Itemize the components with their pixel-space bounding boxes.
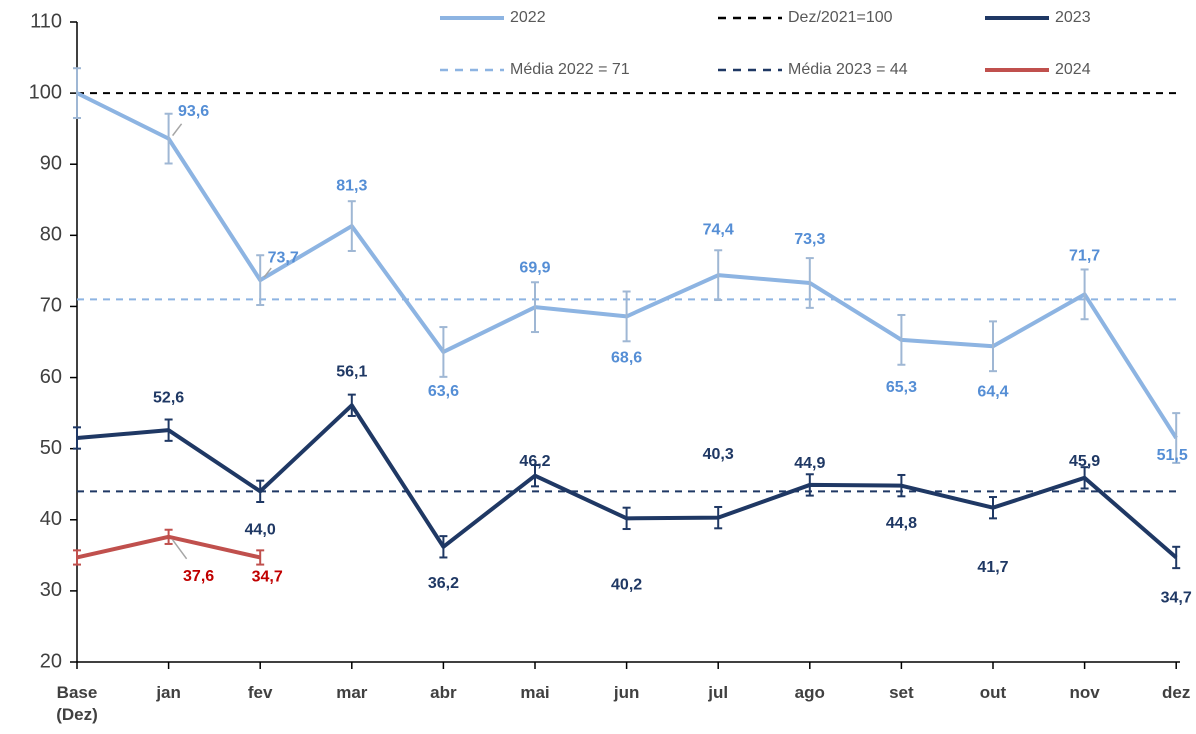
- error-bar: [347, 393, 356, 417]
- x-tick-label: fev: [247, 683, 273, 702]
- x-tick-label: abr: [430, 683, 457, 702]
- x-tick-label: jul: [708, 683, 729, 702]
- leader-line: [172, 123, 183, 137]
- error-bar: [714, 505, 723, 530]
- error-bar: [531, 464, 539, 488]
- data-label: 68,6: [611, 350, 642, 367]
- data-label: 41,7: [977, 559, 1008, 576]
- legend-label: Dez/2021=100: [788, 9, 893, 26]
- x-tick-label: Base (Dez): [56, 683, 98, 724]
- data-label: 44,0: [245, 522, 276, 539]
- data-label: 56,1: [336, 364, 367, 381]
- error-bar: [73, 549, 81, 566]
- x-tick-label: mar: [336, 683, 368, 702]
- error-bar: [164, 418, 173, 442]
- legend-label: Média 2022 = 71: [510, 61, 630, 78]
- data-label: 40,3: [703, 446, 734, 463]
- leader-line: [171, 539, 188, 560]
- y-tick-label: 50: [40, 437, 62, 459]
- error-bar: [714, 249, 723, 302]
- x-tick-label: jan: [156, 683, 181, 702]
- y-tick-label: 30: [40, 579, 62, 601]
- data-label: 73,3: [794, 231, 825, 248]
- error-bar: [439, 326, 448, 378]
- data-label: 73,7: [268, 249, 299, 266]
- x-tick-label: dez: [1162, 683, 1191, 702]
- error-bar: [256, 254, 265, 307]
- error-bar: [897, 473, 906, 498]
- data-label: 69,9: [519, 259, 550, 276]
- error-bar: [439, 535, 448, 559]
- error-bar: [1080, 268, 1089, 321]
- error-bar: [622, 290, 631, 343]
- series-line: [76, 403, 1178, 559]
- data-label: 65,3: [886, 379, 917, 396]
- error-bar: [164, 112, 173, 165]
- error-bar: [1172, 545, 1181, 570]
- x-tick-label: mai: [520, 683, 550, 702]
- error-bar: [1172, 412, 1181, 464]
- legend-label: Média 2023 = 44: [788, 61, 908, 78]
- error-bar: [256, 479, 265, 503]
- data-label: 71,7: [1069, 248, 1100, 265]
- legend-label: 2024: [1055, 61, 1091, 78]
- x-tick-label: jun: [613, 683, 640, 702]
- data-label: 34,7: [1161, 590, 1192, 607]
- y-tick-label: 110: [30, 10, 62, 32]
- error-bar: [164, 528, 173, 545]
- error-bar: [531, 281, 539, 334]
- data-label: 63,6: [428, 383, 459, 400]
- data-label: 45,9: [1069, 453, 1100, 470]
- data-label: 34,7: [252, 569, 283, 586]
- data-label: 36,2: [428, 575, 459, 592]
- data-label: 93,6: [178, 103, 209, 120]
- error-bar: [73, 67, 81, 119]
- error-bar: [347, 200, 356, 252]
- legend-label: 2022: [510, 9, 546, 26]
- error-bar: [73, 426, 81, 450]
- error-bar: [805, 473, 814, 497]
- error-bar: [805, 257, 814, 309]
- y-tick-label: 100: [29, 81, 62, 103]
- data-label: 51,5: [1157, 447, 1188, 464]
- x-tick-label: set: [889, 683, 914, 702]
- leader-line: [263, 267, 272, 278]
- error-bar: [897, 313, 906, 366]
- y-tick-label: 80: [40, 224, 62, 246]
- error-bar: [256, 549, 265, 566]
- y-tick-label: 60: [40, 366, 62, 388]
- data-label: 52,6: [153, 389, 184, 406]
- data-label: 74,4: [703, 221, 734, 238]
- x-tick-label: out: [979, 683, 1007, 702]
- data-label: 81,3: [336, 177, 367, 194]
- legend-label: 2023: [1055, 9, 1091, 26]
- error-bar: [989, 320, 997, 373]
- data-label: 40,2: [611, 577, 642, 594]
- data-label: 44,8: [886, 515, 917, 532]
- series-line: [76, 91, 1178, 440]
- error-bar: [622, 506, 631, 531]
- error-bar: [1080, 466, 1089, 490]
- data-label: 37,6: [183, 568, 214, 585]
- y-tick-label: 90: [40, 153, 62, 175]
- error-bar: [989, 496, 997, 520]
- y-tick-label: 40: [40, 508, 62, 530]
- x-tick-label: ago: [794, 683, 825, 702]
- data-label: 64,4: [977, 383, 1008, 400]
- data-label: 44,9: [794, 455, 825, 472]
- y-tick-label: 70: [40, 295, 62, 317]
- y-tick-label: 20: [40, 650, 62, 672]
- data-label: 46,2: [519, 453, 550, 470]
- x-tick-label: nov: [1069, 683, 1100, 702]
